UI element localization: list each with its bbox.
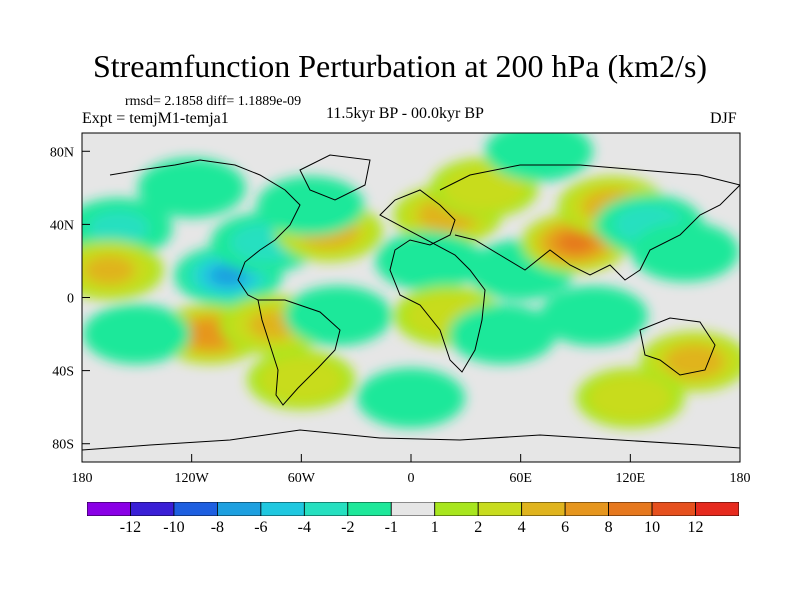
field-blob — [454, 170, 515, 205]
coast-asia — [439, 164, 740, 281]
experiment-label: Expt = temjM1-temja1 — [82, 110, 229, 127]
field-blob — [98, 312, 175, 356]
coastlines — [82, 154, 740, 451]
field-blob — [464, 312, 541, 356]
coast-north-america — [109, 159, 301, 301]
colorbar-swatch — [434, 502, 479, 516]
field-blob — [600, 381, 661, 416]
coast-antarctica — [82, 429, 740, 451]
lat-tick-label: 0 — [67, 292, 74, 307]
colorbar-swatch — [521, 502, 566, 516]
field-blob — [357, 368, 465, 429]
colorbar-label: -8 — [210, 519, 225, 536]
lon-tick-label: 180 — [72, 471, 93, 486]
colorbar-swatch — [260, 502, 305, 516]
field-blob — [555, 294, 632, 338]
colorbar-label: -1 — [384, 519, 398, 536]
coast-south-america — [257, 299, 341, 406]
period-label: 11.5kyr BP - 00.0kyr BP — [326, 105, 484, 122]
coast-europe-africa — [379, 189, 486, 373]
coast-greenland — [299, 154, 371, 201]
lat-tick-label: 40N — [50, 218, 74, 233]
colorbar-swatch — [216, 502, 262, 516]
lon-tick-label: 120W — [175, 471, 210, 486]
season-label: DJF — [710, 110, 737, 127]
lat-tick-label: 80S — [52, 438, 74, 453]
field-blob — [88, 211, 149, 246]
colorbar-swatch — [477, 502, 523, 516]
colorbar-label: 10 — [644, 519, 661, 536]
colorbar-label: -12 — [119, 519, 142, 536]
lat-tick-label: 80N — [50, 145, 74, 160]
colorbar-label: 1 — [430, 519, 439, 536]
colorbar-label: 6 — [561, 519, 570, 536]
colorbar-label: -6 — [254, 519, 268, 536]
lon-tick-label: 60E — [509, 471, 532, 486]
field-blob — [391, 239, 468, 283]
field-blob — [672, 348, 717, 375]
colorbar-label: 8 — [604, 519, 613, 536]
colorbar-label: -4 — [297, 519, 311, 536]
colorbar-swatch — [303, 502, 349, 516]
lat-tick-label: 40S — [52, 365, 74, 380]
field-blob — [191, 323, 228, 345]
field-blob — [272, 184, 349, 228]
colorbar-swatch — [695, 502, 739, 516]
contour-field — [82, 133, 740, 429]
lon-tick-label: 180 — [730, 471, 751, 486]
colorbar-swatch — [87, 502, 131, 516]
colorbar-swatch — [173, 502, 218, 516]
colorbar-label: -10 — [163, 519, 185, 536]
colorbar-swatch — [564, 502, 609, 516]
colorbar-label: 2 — [474, 519, 483, 536]
colorbar-swatch — [347, 502, 392, 516]
colorbar-label: 4 — [517, 519, 526, 536]
field-blob — [500, 133, 577, 173]
colorbar-swatch — [130, 502, 175, 516]
field-blob — [299, 294, 376, 338]
lon-tick-label: 120E — [616, 471, 646, 486]
field-blob — [84, 255, 135, 285]
colorbar — [87, 502, 739, 516]
map-axes: 80N 40N 0 40S 80S 180 120W 60W 0 60E 120E 180 — [50, 145, 751, 486]
colorbar-label: -2 — [341, 519, 355, 536]
colorbar-swatch — [390, 502, 436, 516]
rmsd-stats: rmsd= 2.1858 diff= 1.1889e-09 — [125, 94, 302, 109]
chart-title: Streamfunction Perturbation at 200 hPa (… — [92, 48, 708, 84]
lon-tick-label: 0 — [408, 471, 415, 486]
coast-australia — [639, 317, 716, 376]
lon-tick-label: 60W — [288, 471, 316, 486]
field-blob — [153, 166, 230, 210]
field-blob — [210, 265, 247, 287]
colorbar-label: 12 — [687, 519, 704, 536]
colorbar-swatch — [608, 502, 653, 516]
field-blob — [647, 230, 724, 274]
field-blob — [271, 362, 332, 397]
field-blob — [558, 232, 593, 253]
colorbar-swatch — [651, 502, 696, 516]
